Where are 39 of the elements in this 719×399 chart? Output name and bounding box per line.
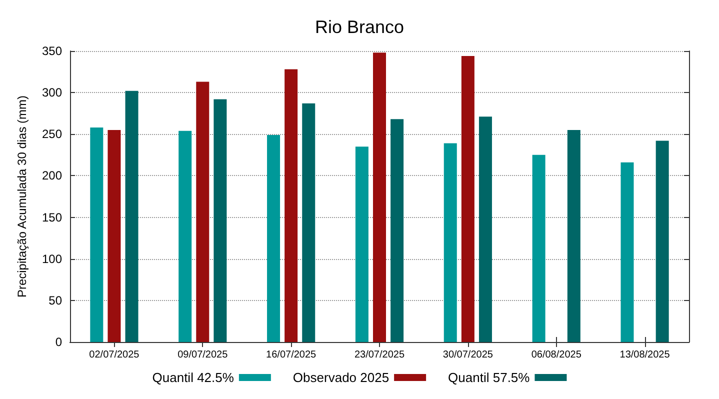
y-tick-label: 150	[42, 210, 62, 224]
x-tick-label: 06/08/2025	[531, 350, 582, 360]
bar	[478, 116, 492, 342]
x-tick-label: 13/08/2025	[620, 350, 670, 360]
bar	[267, 134, 280, 342]
y-tick-label: 350	[42, 44, 62, 58]
bar	[284, 69, 298, 342]
bar	[373, 52, 386, 342]
bar	[355, 146, 368, 342]
bar	[90, 127, 104, 342]
bar	[461, 56, 474, 342]
y-tick-label: 250	[42, 127, 62, 142]
bar	[444, 143, 457, 342]
bar	[532, 154, 546, 342]
bar	[302, 103, 316, 342]
y-tick-label: 50	[48, 293, 62, 308]
bar	[567, 130, 580, 342]
bar	[196, 82, 210, 342]
x-tick-label: 30/07/2025	[442, 350, 494, 360]
bar	[214, 99, 227, 342]
x-tick-label: 02/07/2025	[89, 350, 140, 360]
y-tick-label: 0	[55, 335, 62, 349]
y-tick-label: 100	[42, 252, 62, 266]
bar	[620, 162, 634, 342]
legend-label: Quantil 42.5%	[152, 370, 234, 385]
bar	[390, 119, 404, 342]
bar	[108, 130, 121, 342]
x-tick-label: 23/07/2025	[354, 350, 405, 360]
bar	[656, 140, 669, 342]
x-tick-label: 09/07/2025	[178, 350, 228, 360]
chart-title: Rio Branco	[314, 17, 404, 37]
bar	[178, 130, 192, 342]
x-tick-label: 16/07/2025	[266, 350, 317, 360]
legend-label: Quantil 57.5%	[448, 370, 530, 385]
legend-label: Observado 2025	[292, 370, 390, 385]
y-tick-label: 200	[42, 168, 62, 183]
y-axis-title: Precipitação Acumulada 30 dias (mm)	[15, 95, 29, 298]
bar	[125, 90, 138, 342]
y-tick-label: 300	[42, 86, 62, 100]
